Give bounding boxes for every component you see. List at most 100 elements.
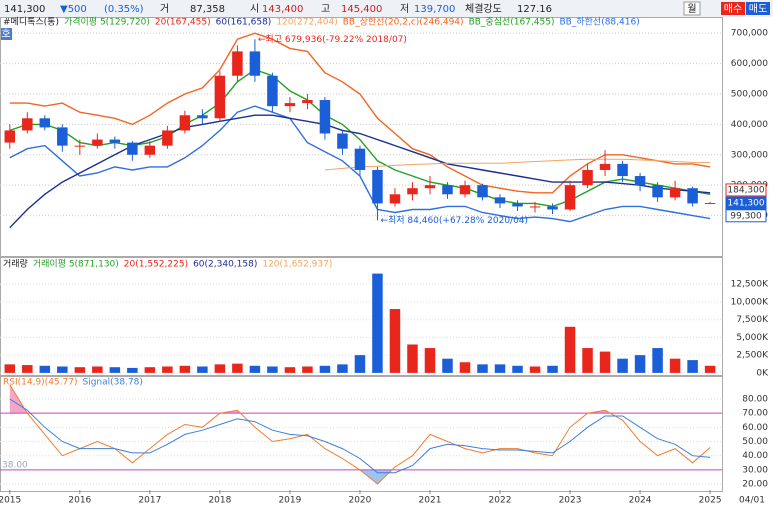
strength: 127.16 <box>517 4 552 15</box>
rsi-line <box>9 398 711 474</box>
candle-body <box>284 103 296 107</box>
indicator-line <box>324 158 711 171</box>
y-tick-label: 10,000K <box>731 297 769 307</box>
x-tick-label: 2025 <box>699 496 722 506</box>
strength-label: 체결강도 <box>465 3 502 15</box>
candle-body <box>4 130 16 143</box>
legend-entry: 가격이평 5(129,720) <box>64 16 150 28</box>
volume-bar <box>354 355 366 373</box>
candle-body <box>704 203 716 205</box>
candle-body <box>617 163 628 177</box>
x-tick-label: 2021 <box>419 496 442 506</box>
x-tick-label: 2022 <box>489 496 512 506</box>
volume-bar <box>477 364 488 373</box>
candle-body <box>232 51 243 76</box>
candle-body <box>564 185 576 210</box>
price-label-box <box>725 196 767 210</box>
volume-bar <box>267 366 278 373</box>
x-tick-label: 2024 <box>629 496 652 506</box>
x-tick-label: 2015 <box>0 496 21 506</box>
indicator-line <box>9 68 711 208</box>
y-tick-label: 0K <box>756 368 769 378</box>
annotation: ←최저 84,460(+67.28% 2020/04) <box>380 215 528 226</box>
volume-bar <box>162 366 173 373</box>
vol: 87,358 <box>190 4 225 15</box>
volume-bar <box>74 367 86 373</box>
candle-body <box>687 188 698 204</box>
volume-bar <box>197 366 208 373</box>
x-tick-label: 2019 <box>278 496 301 506</box>
volume-bar <box>109 367 121 373</box>
candle-body <box>337 133 348 149</box>
price-label: 184,300 <box>727 185 764 195</box>
candle-body <box>197 115 208 119</box>
rsi-line <box>9 384 711 485</box>
candle-body <box>529 206 541 208</box>
sell[interactable]: 매도 <box>749 3 767 15</box>
candle-body <box>109 139 121 143</box>
candle-body <box>22 118 33 131</box>
price: 141,300 <box>4 4 45 15</box>
candle-body <box>92 139 103 146</box>
legend-entry: 거래이평 5(871,130) <box>33 259 119 270</box>
volume-bar <box>127 367 138 373</box>
candle-body <box>389 194 401 204</box>
period[interactable]: 월 <box>687 3 696 15</box>
y-tick-label: 500,000 <box>731 89 768 99</box>
candle-body <box>302 100 313 104</box>
legend-entry: 120(1,652,937) <box>262 260 332 270</box>
low: 139,700 <box>414 4 455 15</box>
candle-body <box>494 197 506 204</box>
candle-body <box>249 51 261 76</box>
volume-bar <box>582 348 593 373</box>
candle-body <box>599 163 611 170</box>
candle-body <box>74 145 86 147</box>
candle-body <box>267 75 278 107</box>
legend-entry: BB_중심선(167,455) <box>469 17 555 28</box>
volume-bar <box>57 366 68 373</box>
y-tick-label: 300,000 <box>731 150 768 160</box>
candle-body <box>407 188 418 195</box>
volume-bar <box>669 358 681 373</box>
legend-entry: Signal(38.78) <box>82 378 142 388</box>
candle-body <box>57 127 68 146</box>
candle-body <box>459 185 471 195</box>
volume-bar <box>144 367 156 373</box>
price-label: 141,300 <box>727 199 764 209</box>
candle-body <box>634 176 646 186</box>
period-button[interactable] <box>683 1 701 16</box>
y-tick-label: 7,500K <box>736 315 769 325</box>
volume-bar <box>459 362 471 373</box>
rsi-fill <box>9 469 711 484</box>
candle-body <box>547 206 558 210</box>
change: ▼500 <box>60 4 87 15</box>
buy-button[interactable] <box>721 2 745 15</box>
candle-body <box>669 188 681 198</box>
legend-entry: 거래량 <box>3 258 28 270</box>
volume-bar <box>249 365 261 373</box>
low-label: 저 <box>400 3 409 15</box>
price-label: 99,300 <box>730 211 762 221</box>
buy[interactable]: 매수 <box>724 3 742 15</box>
y-tick-label: 50.00 <box>742 437 768 447</box>
legend-entry: 60(2,340,158) <box>193 260 257 270</box>
side-tab[interactable] <box>0 28 12 40</box>
date-label: 04/01 <box>739 496 765 506</box>
volume-bar <box>599 351 611 373</box>
y-tick-label: 5,000K <box>736 333 769 343</box>
frames <box>0 17 723 492</box>
open: 143,400 <box>262 4 303 15</box>
volume-bar <box>529 366 541 373</box>
volume-bar <box>652 348 663 373</box>
y-tick-label: 12,500K <box>731 280 769 290</box>
x-tick-label: 2020 <box>348 496 371 506</box>
y-tick-label: 600,000 <box>731 59 768 69</box>
legend-entry: 20(1,552,225) <box>124 260 188 270</box>
legend-entry: RSI(14,9)(45.77) <box>3 378 77 388</box>
y-tick-label: 2,500K <box>736 351 769 361</box>
y-tick-label: 400,000 <box>731 120 768 130</box>
sell-button[interactable] <box>746 2 770 15</box>
y-tick-label: 30.00 <box>742 465 768 475</box>
candle-body <box>477 185 488 198</box>
